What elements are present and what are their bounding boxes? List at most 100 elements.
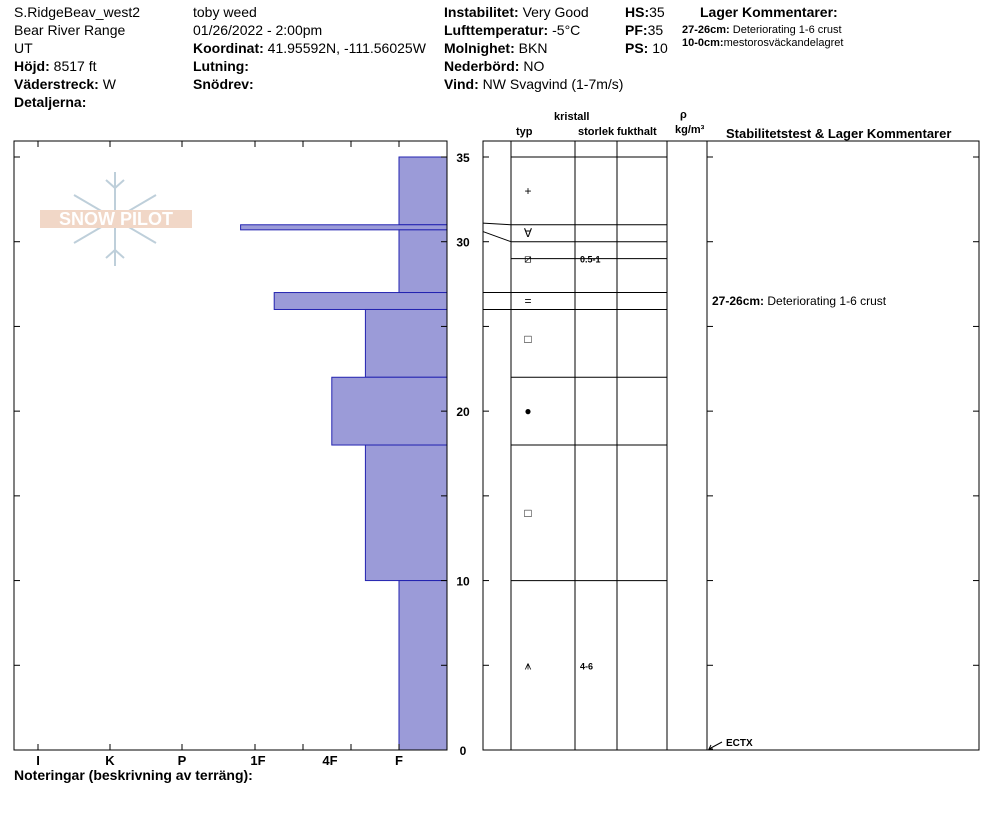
depth-tick-label: 10 (456, 575, 470, 589)
col-type: typ (516, 126, 533, 138)
grain-type-symbol: □ (524, 332, 531, 346)
layer-rows: + ∀ ⧄ 0.5-1 = □ ● □ ⩚ 4-6 27-26cm: Deteriorating 1… (524, 184, 887, 750)
layer-comment-text: Deteriorating 1-6 crust (732, 24, 842, 36)
ps-value: 10 (652, 40, 668, 56)
ps: PS: 10 (625, 40, 668, 57)
wind-label: Vind: (444, 76, 479, 92)
details-label: Detaljerna: (14, 94, 87, 110)
airtemp-value: -5°C (552, 22, 581, 38)
col-rho: ρ (680, 109, 687, 121)
pf-value: 35 (647, 22, 664, 38)
stability-comment-text: Deteriorating 1-6 crust (767, 294, 886, 308)
aspect-value: W (102, 76, 116, 92)
airtemp-label: Lufttemperatur: (444, 22, 549, 38)
range-name: Bear River Range (14, 22, 126, 38)
state: UT (14, 40, 33, 56)
hardness-bar (240, 224, 448, 231)
hardness-tick-label: F (395, 753, 403, 768)
col-crystal: kristall (554, 111, 590, 123)
slope-label: Lutning: (193, 58, 249, 74)
pf-label: PF: (625, 22, 648, 38)
hardness-tick-label: 1F (250, 753, 265, 768)
stability-comment-depth: 27-26cm: (712, 294, 767, 308)
site-name: S.RidgeBeav_west2 (14, 4, 141, 20)
wind-value: NW Svagvind (1-7m/s) (482, 76, 624, 92)
grain-size-label: 4-6 (580, 661, 593, 671)
hardness-bar (331, 376, 448, 446)
hardness-bar (364, 444, 448, 582)
layer-comment-depth: 27-26cm: (682, 24, 730, 36)
hardness-frame: I K P 1F 4F F 0 10 20 30 35 (13, 140, 470, 768)
grain-type-symbol: ⧄ (524, 252, 532, 266)
col-size: storlek (578, 126, 615, 138)
hardness-tick-label: P (178, 753, 187, 768)
hardness-bars (240, 156, 448, 751)
elevation-value: 8517 ft (53, 58, 97, 74)
coordinates: Koordinat: 41.95592N, -111.56025W (193, 40, 426, 57)
layer-comment-text: mestorosväckandelagret (723, 37, 844, 49)
hardness-bar (398, 156, 448, 226)
layer-comment-1: 27-26cm: Deteriorating 1-6 crust (682, 24, 842, 37)
layer-connector (482, 231, 512, 243)
datetime: 01/26/2022 - 2:00pm (193, 22, 323, 38)
grain-type-symbol: ⩚ (525, 658, 532, 672)
hardness-frame-border (13, 140, 448, 751)
layer-comment-depth: 10-0cm: (682, 37, 724, 49)
elevation-label: Höjd: (14, 58, 50, 74)
hardness-tick-label: 4F (322, 753, 337, 768)
grain-type-symbol: ∀ (524, 226, 533, 240)
stability-test-label: ECTX (726, 738, 753, 749)
grain-type-symbol: ● (524, 404, 531, 418)
watermark-text: SNOW PILOT (59, 209, 173, 229)
stability-label: Instabilitet: (444, 4, 519, 20)
coord-value: 41.95592N, -111.56025W (267, 40, 426, 56)
hs-value: 35 (649, 4, 665, 20)
sky-value: BKN (518, 40, 548, 56)
stability-value: Very Good (522, 4, 589, 20)
depth-tick-label: 35 (456, 151, 470, 165)
hardness-tick-label: I (36, 753, 40, 768)
precip: Nederbörd: NO (444, 58, 544, 75)
grain-type-symbol: + (524, 184, 531, 198)
depth-tick-label: 20 (456, 405, 470, 419)
layer-table-border (482, 140, 980, 751)
pf: PF:35 (625, 22, 663, 39)
elevation: Höjd: 8517 ft (14, 58, 96, 75)
aspect: Väderstreck: W (14, 76, 116, 93)
hardness-bar (398, 580, 448, 751)
precip-value: NO (523, 58, 545, 74)
observer: toby weed (193, 4, 257, 20)
ps-label: PS: (625, 40, 649, 56)
hardness-tick-label: K (105, 753, 115, 768)
depth-tick-label: 0 (460, 744, 467, 758)
sky-label: Molnighet: (444, 40, 515, 56)
hardness-bar (398, 229, 448, 294)
col-stability: Stabilitetstest & Lager Kommentarer (726, 126, 952, 141)
col-density-unit: kg/m³ (675, 124, 705, 136)
stability: Instabilitet: Very Good (444, 4, 589, 21)
stability-test-arrowhead (708, 744, 713, 750)
col-moisture: fukthalt (617, 126, 657, 138)
layer-connector (482, 222, 512, 226)
precip-label: Nederbörd: (444, 58, 520, 74)
sky: Molnighet: BKN (444, 40, 547, 57)
hs-label: HS: (625, 4, 650, 20)
layer-comments-title: Lager Kommentarer: (700, 4, 838, 20)
air-temp: Lufttemperatur: -5°C (444, 22, 580, 39)
wind: Vind: NW Svagvind (1-7m/s) (444, 76, 623, 93)
stability-comment: 27-26cm: Deteriorating 1-6 crust (712, 294, 887, 308)
layer-comment-2: 10-0cm:mestorosväckandelagret (682, 37, 843, 50)
grain-type-symbol: □ (524, 506, 531, 520)
grain-type-symbol: = (524, 294, 531, 308)
drift-label: Snödrev: (193, 76, 254, 92)
coord-label: Koordinat: (193, 40, 264, 56)
hs: HS:35 (625, 4, 665, 21)
depth-tick-label: 30 (456, 236, 470, 250)
aspect-label: Väderstreck: (14, 76, 99, 92)
hardness-bar (364, 308, 448, 378)
snowpilot-watermark: SNOW PILOT (40, 172, 192, 266)
layer-table-frame (482, 140, 980, 751)
stability-test-arrow (708, 741, 723, 750)
notes-label: Noteringar (beskrivning av terräng): (14, 767, 253, 783)
